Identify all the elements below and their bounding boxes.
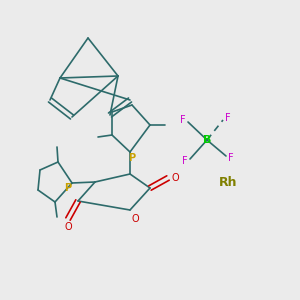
- Text: F: F: [180, 115, 186, 125]
- Text: O: O: [171, 173, 179, 183]
- Text: Rh: Rh: [219, 176, 237, 188]
- Text: B: B: [203, 135, 211, 145]
- Text: F: F: [225, 113, 231, 123]
- Text: F: F: [182, 156, 188, 166]
- Text: P: P: [128, 153, 136, 163]
- Text: F: F: [228, 153, 234, 163]
- Text: O: O: [64, 222, 72, 232]
- Text: P: P: [64, 183, 72, 193]
- Text: O: O: [131, 214, 139, 224]
